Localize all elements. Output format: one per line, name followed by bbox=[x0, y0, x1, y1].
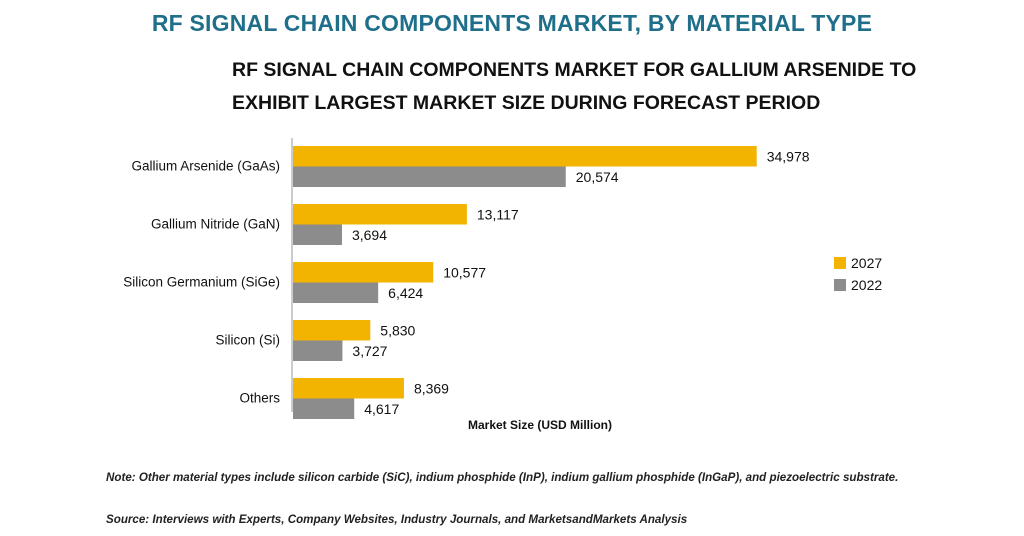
category-label: Silicon (Si) bbox=[215, 333, 280, 348]
x-axis-label: Market Size (USD Million) bbox=[468, 418, 612, 432]
category-label: Gallium Nitride (GaN) bbox=[151, 217, 280, 232]
bar-2022-4 bbox=[293, 398, 355, 419]
data-label: 4,617 bbox=[364, 401, 399, 417]
data-label: 8,369 bbox=[414, 380, 449, 396]
data-label: 3,694 bbox=[352, 227, 387, 243]
bar-2027-4 bbox=[293, 378, 404, 399]
bar-2027-2 bbox=[293, 262, 434, 283]
legend-label: 2027 bbox=[851, 255, 882, 271]
bar-2027-1 bbox=[293, 204, 467, 225]
bar-2027-3 bbox=[293, 320, 371, 341]
bar-2022-2 bbox=[293, 282, 379, 303]
bar-2022-3 bbox=[293, 340, 343, 361]
data-label: 3,727 bbox=[352, 343, 387, 359]
legend-swatch-2027 bbox=[834, 257, 846, 269]
chart-note: Note: Other material types include silic… bbox=[106, 471, 899, 484]
category-label: Silicon Germanium (SiGe) bbox=[123, 275, 280, 290]
category-label: Gallium Arsenide (GaAs) bbox=[131, 159, 280, 174]
legend-label: 2022 bbox=[851, 277, 882, 293]
chart-subtitle: RF SIGNAL CHAIN COMPONENTS MARKET FOR GA… bbox=[232, 59, 917, 114]
chart-source: Source: Interviews with Experts, Company… bbox=[106, 513, 688, 526]
bar-2022-1 bbox=[293, 224, 342, 245]
bar-chart: Gallium Arsenide (GaAs) 34,978 20,574 Galli… bbox=[123, 138, 882, 432]
data-label: 34,978 bbox=[767, 148, 810, 164]
data-label: 5,830 bbox=[380, 322, 415, 338]
chart-title: RF SIGNAL CHAIN COMPONENTS MARKET, BY MA… bbox=[151, 10, 873, 36]
bar-2027-0 bbox=[293, 146, 757, 167]
legend-swatch-2022 bbox=[834, 279, 846, 291]
data-label: 6,424 bbox=[388, 285, 423, 301]
data-label: 10,577 bbox=[443, 264, 486, 280]
data-label: 13,117 bbox=[477, 206, 519, 222]
bar-2022-0 bbox=[293, 166, 566, 187]
data-label: 20,574 bbox=[576, 169, 619, 185]
category-label: Others bbox=[239, 391, 280, 406]
